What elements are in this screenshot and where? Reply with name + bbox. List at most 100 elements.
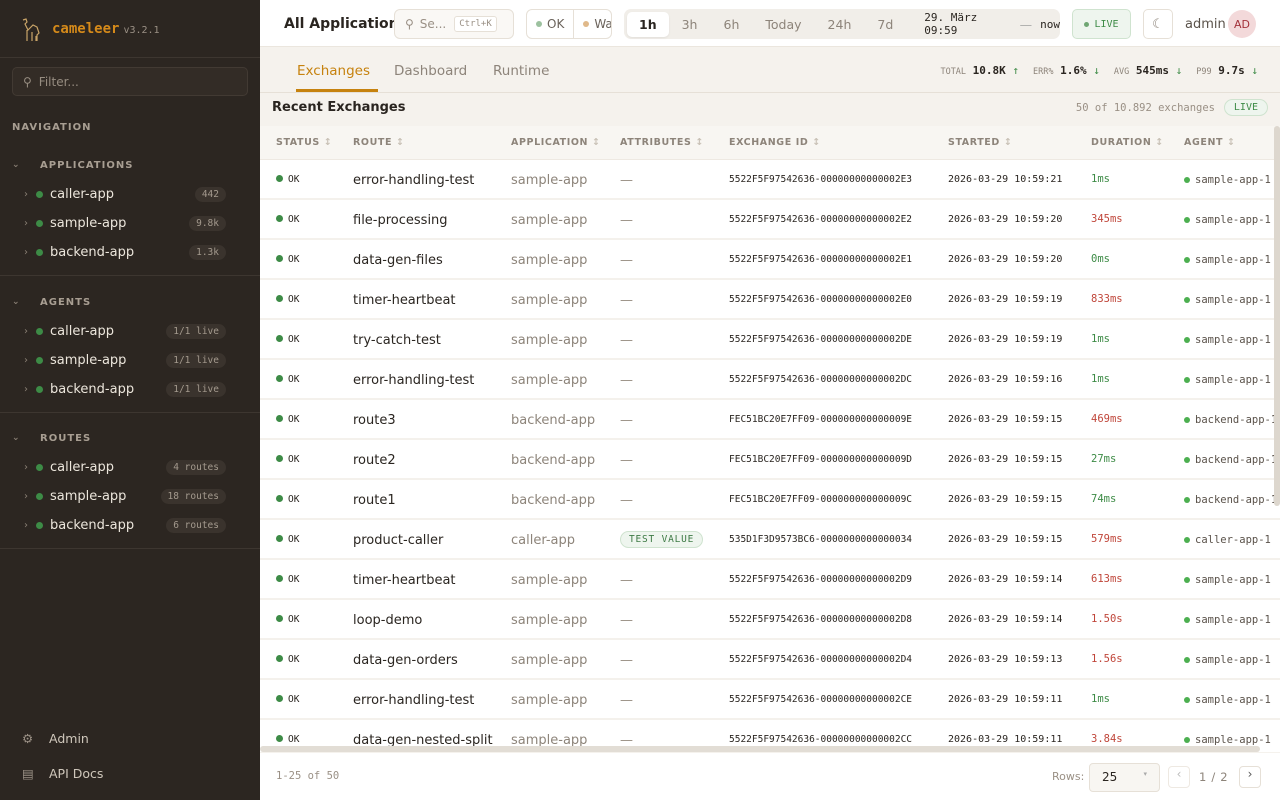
sidebar-item[interactable]: › sample-app 1/1 live — [0, 346, 260, 375]
global-search[interactable]: ⚲ Se... Ctrl+K — [394, 9, 514, 39]
agent-cell[interactable]: caller-app-1 — [1184, 534, 1271, 546]
exchange-id-cell[interactable]: 5522F5F97542636-00000000000002E3 — [729, 174, 913, 185]
time-range-7d[interactable]: 7d — [877, 16, 894, 32]
exchange-id-cell[interactable]: 5522F5F97542636-00000000000002D9 — [729, 574, 913, 585]
time-range-3h[interactable]: 3h — [681, 16, 698, 32]
route-cell[interactable]: loop-demo — [353, 613, 423, 628]
exchange-id-cell[interactable]: 5522F5F97542636-00000000000002E2 — [729, 214, 913, 225]
sidebar-filter-input[interactable]: ⚲ Filter... — [12, 67, 248, 96]
logo[interactable]: cameleer v3.2.1 — [0, 0, 260, 58]
table-row[interactable]: OK error-handling-test sample-app — 5522F… — [260, 160, 1280, 200]
route-cell[interactable]: data-gen-orders — [353, 653, 458, 668]
time-range-today[interactable]: Today — [765, 16, 802, 32]
agent-cell[interactable]: sample-app-1 — [1184, 694, 1271, 706]
table-row[interactable]: OK timer-heartbeat sample-app — 5522F5F97… — [260, 560, 1280, 600]
sidebar-item[interactable]: › caller-app 442 — [0, 180, 260, 209]
route-cell[interactable]: try-catch-test — [353, 333, 441, 348]
sidebar-item[interactable]: › backend-app 1/1 live — [0, 375, 260, 404]
table-row[interactable]: OK route3 backend-app — FEC51BC20E7FF09-0… — [260, 400, 1280, 440]
agent-cell[interactable]: sample-app-1 — [1184, 294, 1271, 306]
agent-cell[interactable]: backend-app-1 — [1184, 454, 1277, 466]
route-cell[interactable]: error-handling-test — [353, 693, 475, 708]
exchange-id-cell[interactable]: FEC51BC20E7FF09-000000000000009D — [729, 454, 913, 465]
sidebar-api-docs-link[interactable]: ▤ API Docs — [22, 766, 103, 781]
agent-cell[interactable]: sample-app-1 — [1184, 174, 1271, 186]
column-header-duration[interactable]: DURATION ↕ — [1091, 137, 1164, 148]
table-row[interactable]: OK data-gen-files sample-app — 5522F5F975… — [260, 240, 1280, 280]
tab-dashboard[interactable]: Dashboard — [394, 63, 468, 79]
exchange-id-cell[interactable]: FEC51BC20E7FF09-000000000000009E — [729, 414, 913, 425]
exchange-id-cell[interactable]: 5522F5F97542636-00000000000002CC — [729, 734, 913, 745]
agent-cell[interactable]: sample-app-1 — [1184, 254, 1271, 266]
table-row[interactable]: OK file-processing sample-app — 5522F5F97… — [260, 200, 1280, 240]
prev-page-button[interactable]: ‹ — [1168, 766, 1190, 788]
sidebar-item[interactable]: › sample-app 9.8k — [0, 209, 260, 238]
time-range-1h[interactable]: 1h — [627, 11, 669, 37]
route-cell[interactable]: timer-heartbeat — [353, 573, 456, 588]
route-cell[interactable]: route1 — [353, 493, 396, 508]
sidebar-item[interactable]: › backend-app 1.3k — [0, 238, 260, 267]
table-row[interactable]: OK product-caller caller-app TEST VALUE 5… — [260, 520, 1280, 560]
range-start[interactable]: 29. März 09:59 — [924, 11, 978, 37]
time-range-24h[interactable]: 24h — [827, 16, 852, 32]
table-row[interactable]: OK error-handling-test sample-app — 5522F… — [260, 360, 1280, 400]
table-row[interactable]: OK loop-demo sample-app — 5522F5F97542636… — [260, 600, 1280, 640]
route-cell[interactable]: data-gen-nested-split — [353, 733, 493, 748]
sidebar-admin-link[interactable]: ⚙ Admin — [22, 731, 89, 746]
exchange-id-cell[interactable]: 5522F5F97542636-00000000000002DE — [729, 334, 913, 345]
agent-cell[interactable]: sample-app-1 — [1184, 654, 1271, 666]
sidebar-item[interactable]: › caller-app 4 routes — [0, 453, 260, 482]
section-header[interactable]: ⌄ ROUTES — [0, 423, 260, 453]
agent-cell[interactable]: sample-app-1 — [1184, 614, 1271, 626]
exchange-id-cell[interactable]: 5522F5F97542636-00000000000002E1 — [729, 254, 913, 265]
column-header-attributes[interactable]: ATTRIBUTES ↕ — [620, 137, 704, 148]
route-cell[interactable]: timer-heartbeat — [353, 293, 456, 308]
vertical-scrollbar[interactable] — [1274, 126, 1280, 506]
column-header-route[interactable]: ROUTE ↕ — [353, 137, 405, 148]
live-toggle[interactable]: LIVE — [1072, 9, 1131, 39]
route-cell[interactable]: route3 — [353, 413, 396, 428]
sidebar-item[interactable]: › sample-app 18 routes — [0, 482, 260, 511]
agent-cell[interactable]: sample-app-1 — [1184, 214, 1271, 226]
table-row[interactable]: OK route1 backend-app — FEC51BC20E7FF09-0… — [260, 480, 1280, 520]
route-cell[interactable]: file-processing — [353, 213, 448, 228]
table-row[interactable]: OK data-gen-orders sample-app — 5522F5F97… — [260, 640, 1280, 680]
agent-cell[interactable]: sample-app-1 — [1184, 734, 1271, 746]
route-cell[interactable]: error-handling-test — [353, 373, 475, 388]
exchange-id-cell[interactable]: 5522F5F97542636-00000000000002DC — [729, 374, 913, 385]
tab-exchanges[interactable]: Exchanges — [297, 63, 370, 79]
column-header-application[interactable]: APPLICATION ↕ — [511, 137, 601, 148]
status-filter-ok[interactable]: OK — [527, 10, 575, 38]
avatar[interactable]: AD — [1228, 10, 1256, 38]
table-row[interactable]: OK timer-heartbeat sample-app — 5522F5F97… — [260, 280, 1280, 320]
section-header[interactable]: ⌄ APPLICATIONS — [0, 150, 260, 180]
exchange-id-cell[interactable]: 535D1F3D9573BC6-0000000000000034 — [729, 534, 913, 545]
column-header-agent[interactable]: AGENT ↕ — [1184, 137, 1236, 148]
exchange-id-cell[interactable]: 5522F5F97542636-00000000000002D8 — [729, 614, 913, 625]
time-range-6h[interactable]: 6h — [723, 16, 740, 32]
column-header-status[interactable]: STATUS ↕ — [276, 137, 333, 148]
rows-per-page-select[interactable]: 25 ▾ — [1089, 763, 1160, 792]
tab-runtime[interactable]: Runtime — [493, 63, 550, 79]
section-header[interactable]: ⌄ AGENTS — [0, 287, 260, 317]
agent-cell[interactable]: backend-app-1 — [1184, 494, 1277, 506]
table-row[interactable]: OK error-handling-test sample-app — 5522F… — [260, 680, 1280, 720]
route-cell[interactable]: error-handling-test — [353, 173, 475, 188]
route-cell[interactable]: data-gen-files — [353, 253, 443, 268]
agent-cell[interactable]: sample-app-1 — [1184, 334, 1271, 346]
status-filter-warn[interactable]: Wa — [574, 17, 611, 31]
exchange-id-cell[interactable]: 5522F5F97542636-00000000000002E0 — [729, 294, 913, 305]
table-row[interactable]: OK route2 backend-app — FEC51BC20E7FF09-0… — [260, 440, 1280, 480]
sidebar-item[interactable]: › caller-app 1/1 live — [0, 317, 260, 346]
theme-toggle-moon-icon[interactable]: ☾ — [1143, 9, 1173, 39]
agent-cell[interactable]: sample-app-1 — [1184, 574, 1271, 586]
agent-cell[interactable]: backend-app-1 — [1184, 414, 1277, 426]
column-header-started[interactable]: STARTED ↕ — [948, 137, 1013, 148]
sidebar-item[interactable]: › backend-app 6 routes — [0, 511, 260, 540]
route-cell[interactable]: route2 — [353, 453, 396, 468]
range-end[interactable]: now — [1040, 17, 1060, 31]
agent-cell[interactable]: sample-app-1 — [1184, 374, 1271, 386]
table-row[interactable]: OK data-gen-nested-split sample-app — 552… — [260, 720, 1280, 752]
exchange-id-cell[interactable]: 5522F5F97542636-00000000000002D4 — [729, 654, 913, 665]
route-cell[interactable]: product-caller — [353, 533, 444, 548]
